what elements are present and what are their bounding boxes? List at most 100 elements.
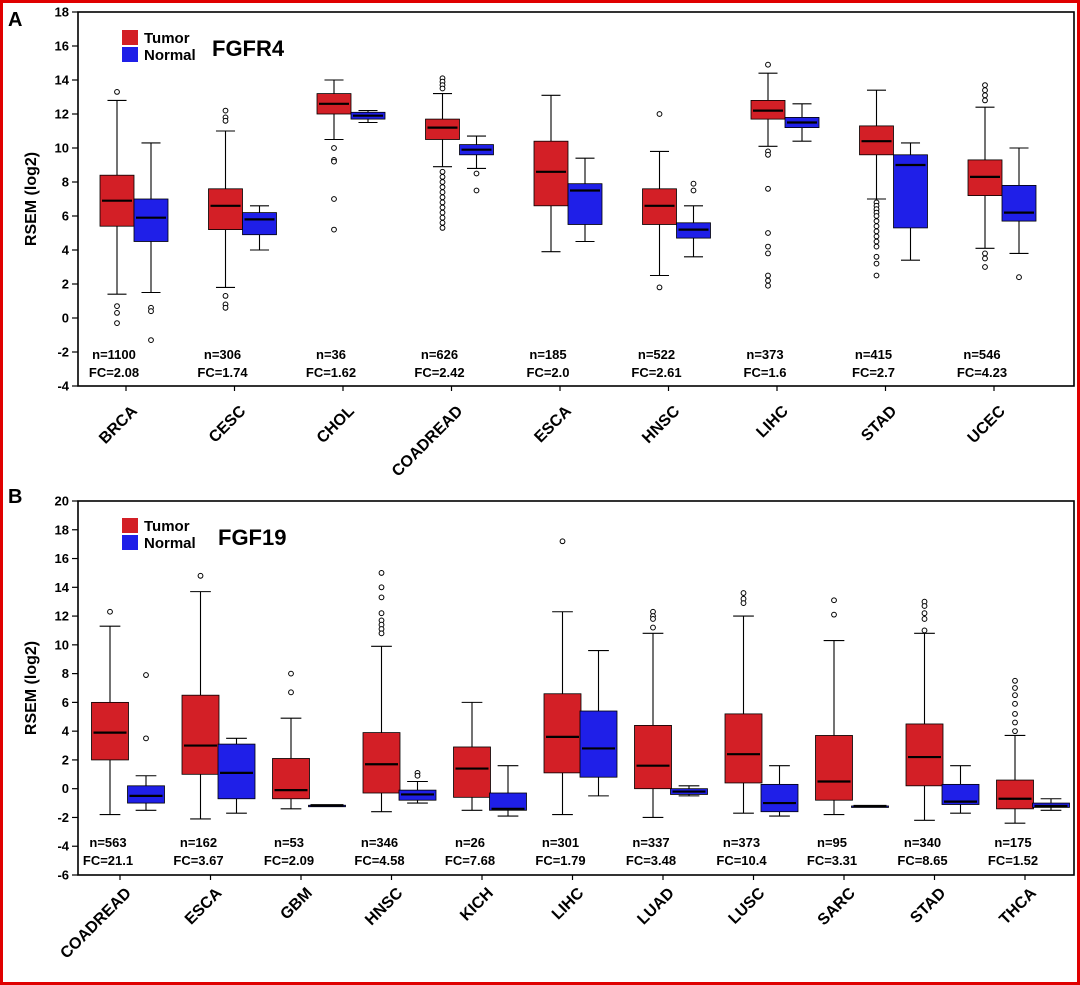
tumor-outlier <box>114 303 120 310</box>
tumor-outlier <box>378 610 385 617</box>
tumor-outlier <box>331 226 337 233</box>
tumor-outlier <box>439 184 446 191</box>
y-tick-label: 16 <box>55 551 69 566</box>
tumor-box <box>634 725 672 790</box>
tumor-outlier <box>114 310 120 316</box>
fold-change: FC=3.31 <box>807 853 857 868</box>
category-lihc: n=301 FC=1.79 LIHC <box>535 538 618 923</box>
y-tick-label: 18 <box>55 5 69 20</box>
category-ucec: n=546 FC=4.23 UCEC <box>957 82 1037 447</box>
fold-change: FC=1.79 <box>535 853 585 868</box>
tumor-outlier <box>873 223 880 230</box>
y-tick-label: 8 <box>62 175 69 190</box>
x-tick-label: LUSC <box>726 884 769 927</box>
fold-change: FC=10.4 <box>716 853 767 868</box>
y-tick-label: -2 <box>57 810 69 825</box>
sample-count: n=1100 <box>92 347 136 362</box>
y-tick-label: 6 <box>62 695 69 710</box>
x-tick-label: HNSC <box>639 402 683 446</box>
category-luad: n=337 FC=3.48 LUAD <box>626 608 708 928</box>
tumor-outlier <box>378 570 385 576</box>
tumor-outlier <box>107 608 113 615</box>
tumor-outlier <box>559 538 566 545</box>
normal-box <box>133 198 169 242</box>
x-tick-label: HNSC <box>362 884 406 928</box>
y-tick-label: 12 <box>55 107 69 122</box>
x-tick-label: BRCA <box>96 402 141 447</box>
tumor-box <box>272 758 310 800</box>
panel-label: B <box>8 486 22 508</box>
fold-change: FC=2.7 <box>852 365 895 380</box>
tumor-box <box>815 735 853 801</box>
y-tick-label: 12 <box>55 609 69 624</box>
tumor-box <box>181 694 220 775</box>
category-lihc: n=373 FC=1.6 LIHC <box>744 61 820 441</box>
fold-change: FC=8.65 <box>897 853 947 868</box>
y-tick-label: 0 <box>62 781 69 796</box>
tumor-outlier <box>222 107 229 114</box>
y-tick-label: 16 <box>55 39 69 54</box>
fold-change: FC=21.1 <box>83 853 133 868</box>
category-sarc: n=95 FC=3.31 SARC <box>807 597 889 929</box>
tumor-outlier <box>765 243 771 250</box>
tumor-outlier <box>921 616 928 622</box>
x-tick-label: THCA <box>996 884 1040 928</box>
panel-A: -4 -2 0 2 4 6 8 10 12 14 16 18 RSEM (log2) A TumorNorm… <box>8 5 1075 480</box>
normal-box <box>579 710 618 778</box>
legend-swatch-normal <box>122 47 138 62</box>
tumor-outlier <box>831 611 837 618</box>
tumor-outlier <box>1012 677 1018 684</box>
tumor-outlier <box>439 189 446 196</box>
tumor-outlier <box>873 243 880 250</box>
tumor-outlier <box>873 228 880 235</box>
tumor-outlier <box>765 282 771 289</box>
category-kich: n=26 FC=7.68 KICH <box>445 701 527 925</box>
tumor-box <box>533 140 569 207</box>
y-axis-label: RSEM (log2) <box>23 152 40 246</box>
normal-outlier <box>143 735 149 742</box>
tumor-box <box>208 188 243 231</box>
x-tick-label: ESCA <box>531 402 575 446</box>
legend-label-tumor: Tumor <box>144 518 190 535</box>
legend-swatch-tumor <box>122 30 138 45</box>
tumor-outlier <box>288 689 294 696</box>
tumor-box <box>362 732 401 794</box>
category-thca: n=175 FC=1.52 THCA <box>988 677 1070 928</box>
normal-box <box>217 743 256 800</box>
tumor-outlier <box>331 158 337 165</box>
category-gbm: n=53 FC=2.09 GBM <box>264 670 346 923</box>
x-tick-label: LUAD <box>634 885 677 928</box>
tumor-outlier <box>439 199 446 206</box>
tumor-outlier <box>222 293 229 299</box>
x-tick-label: KICH <box>457 885 497 925</box>
tumor-outlier <box>982 97 988 104</box>
sample-count: n=162 <box>180 835 217 850</box>
sample-count: n=522 <box>638 347 675 362</box>
tumor-outlier <box>765 151 771 158</box>
normal-box <box>1001 184 1037 222</box>
tumor-outlier <box>222 304 229 311</box>
x-tick-label: ESCA <box>182 884 226 928</box>
y-tick-label: 14 <box>55 73 70 88</box>
fold-change: FC=2.61 <box>631 365 681 380</box>
tumor-outlier <box>439 219 446 226</box>
panel-label: A <box>8 9 22 31</box>
fold-change: FC=7.68 <box>445 853 495 868</box>
category-chol: n=36 FC=1.62 CHOL <box>306 79 386 447</box>
normal-box <box>941 783 980 805</box>
normal-outlier <box>690 187 697 194</box>
x-tick-label: LIHC <box>549 884 588 923</box>
normal-box <box>893 154 928 229</box>
y-tick-label: -2 <box>57 345 69 360</box>
tumor-outlier <box>921 603 928 609</box>
sample-count: n=185 <box>529 347 566 362</box>
tumor-outlier <box>1012 692 1018 699</box>
y-tick-label: 2 <box>62 277 69 292</box>
y-tick-label: 18 <box>55 522 69 537</box>
tumor-outlier <box>331 196 337 202</box>
sample-count: n=415 <box>855 347 892 362</box>
x-tick-label: GBM <box>277 885 315 923</box>
fold-change: FC=2.42 <box>414 365 464 380</box>
x-tick-label: SARC <box>815 884 859 928</box>
